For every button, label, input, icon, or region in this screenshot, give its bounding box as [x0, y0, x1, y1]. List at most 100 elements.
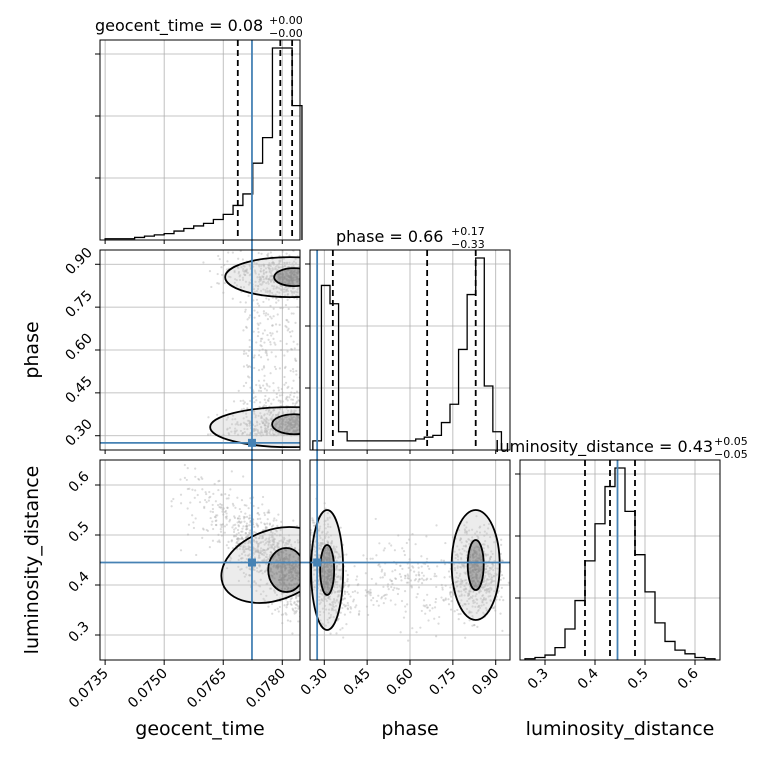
scatter-point [323, 552, 327, 555]
scatter-point [295, 419, 298, 422]
scatter-point [262, 414, 266, 417]
scatter-point [244, 301, 247, 304]
scatter-point [377, 594, 380, 597]
scatter-point [265, 553, 268, 556]
scatter-point [254, 432, 257, 436]
scatter-point [263, 543, 266, 546]
scatter-point [473, 601, 477, 604]
scatter-point [482, 586, 485, 589]
scatter-point [483, 552, 486, 556]
scatter-point [259, 432, 262, 436]
scatter-point [320, 598, 323, 601]
scatter-point [272, 307, 275, 310]
scatter-point [487, 527, 490, 530]
scatter-point [476, 625, 479, 628]
scatter-point [284, 275, 287, 278]
scatter-point [282, 420, 285, 423]
scatter-point [268, 264, 271, 267]
scatter-point [489, 557, 492, 560]
scatter-point [333, 591, 336, 594]
scatter-point [293, 391, 296, 395]
scatter-point [341, 627, 344, 630]
scatter-point [324, 570, 327, 573]
scatter-point [326, 518, 329, 521]
scatter-point [209, 516, 212, 520]
scatter-point [291, 281, 295, 284]
scatter-point [397, 587, 400, 591]
scatter-point [274, 293, 277, 296]
scatter-point [270, 551, 273, 554]
scatter-point [464, 571, 467, 575]
scatter-point [493, 605, 496, 608]
scatter-point [460, 594, 463, 597]
scatter-point [449, 608, 453, 611]
scatter-point [296, 420, 299, 423]
scatter-point [284, 574, 287, 577]
scatter-point [272, 536, 275, 539]
scatter-point [456, 584, 459, 588]
scatter-point [246, 402, 249, 406]
scatter-point [283, 429, 286, 433]
scatter-point [319, 541, 322, 545]
scatter-point [253, 552, 256, 555]
scatter-point [282, 582, 286, 585]
scatter-point [291, 576, 294, 579]
scatter-point [257, 273, 261, 276]
scatter-point [202, 528, 205, 531]
scatter-point [285, 541, 288, 545]
scatter-point [271, 332, 274, 335]
scatter-point [474, 568, 477, 571]
scatter-point [285, 289, 288, 292]
scatter-point [269, 343, 272, 346]
scatter-point [321, 569, 324, 573]
scatter-point [402, 550, 406, 553]
scatter-point [275, 285, 278, 288]
scatter-point [481, 594, 484, 598]
scatter-point [271, 267, 274, 270]
scatter-point [324, 598, 327, 601]
scatter-point [236, 517, 240, 520]
scatter-point [270, 427, 273, 430]
scatter-point [322, 556, 325, 559]
scatter-point [235, 538, 239, 541]
scatter-point [510, 561, 512, 563]
scatter-point [261, 537, 264, 540]
scatter-point [179, 493, 183, 496]
scatter-point [278, 426, 281, 429]
scatter-point [283, 415, 287, 419]
scatter-point [257, 379, 261, 382]
scatter-point [283, 288, 286, 291]
scatter-point [404, 610, 407, 613]
scatter-point [263, 418, 267, 422]
scatter-point [493, 541, 496, 544]
scatter-point [186, 507, 189, 510]
scatter-point [362, 554, 365, 557]
scatter-point [257, 543, 260, 546]
scatter-point [284, 612, 287, 615]
scatter-point [294, 607, 297, 610]
scatter-point [281, 400, 284, 403]
scatter-point [327, 595, 331, 599]
scatter-point [303, 518, 305, 520]
scatter-point [431, 607, 434, 610]
scatter-point [262, 263, 265, 267]
scatter-point [296, 595, 300, 598]
scatter-point [413, 570, 416, 573]
scatter-point [357, 613, 361, 616]
scatter-point [252, 391, 255, 395]
scatter-point [285, 425, 288, 428]
scatter-point [333, 556, 337, 560]
scatter-point [285, 326, 288, 329]
scatter-point [276, 290, 279, 294]
scatter-point [208, 490, 211, 494]
scatter-point [247, 349, 251, 352]
scatter-point [268, 278, 271, 281]
scatter-point [265, 430, 268, 433]
scatter-point [296, 415, 299, 418]
scatter-point [346, 601, 349, 605]
scatter-point [469, 539, 473, 543]
scatter-point [476, 579, 479, 582]
scatter-point [290, 570, 293, 573]
scatter-point [337, 617, 340, 620]
scatter-point [270, 274, 273, 277]
